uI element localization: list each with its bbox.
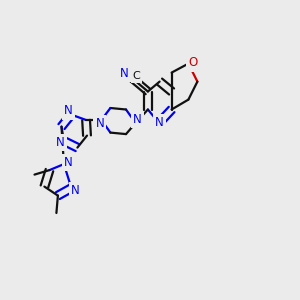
Text: N: N	[56, 136, 65, 149]
Text: N: N	[154, 116, 164, 130]
Text: N: N	[120, 67, 129, 80]
Text: N: N	[64, 156, 73, 169]
Text: N: N	[133, 113, 142, 126]
Text: N: N	[95, 117, 104, 130]
Text: C: C	[133, 71, 140, 81]
Text: N: N	[71, 184, 80, 197]
Text: N: N	[64, 104, 73, 118]
Text: O: O	[188, 56, 197, 70]
